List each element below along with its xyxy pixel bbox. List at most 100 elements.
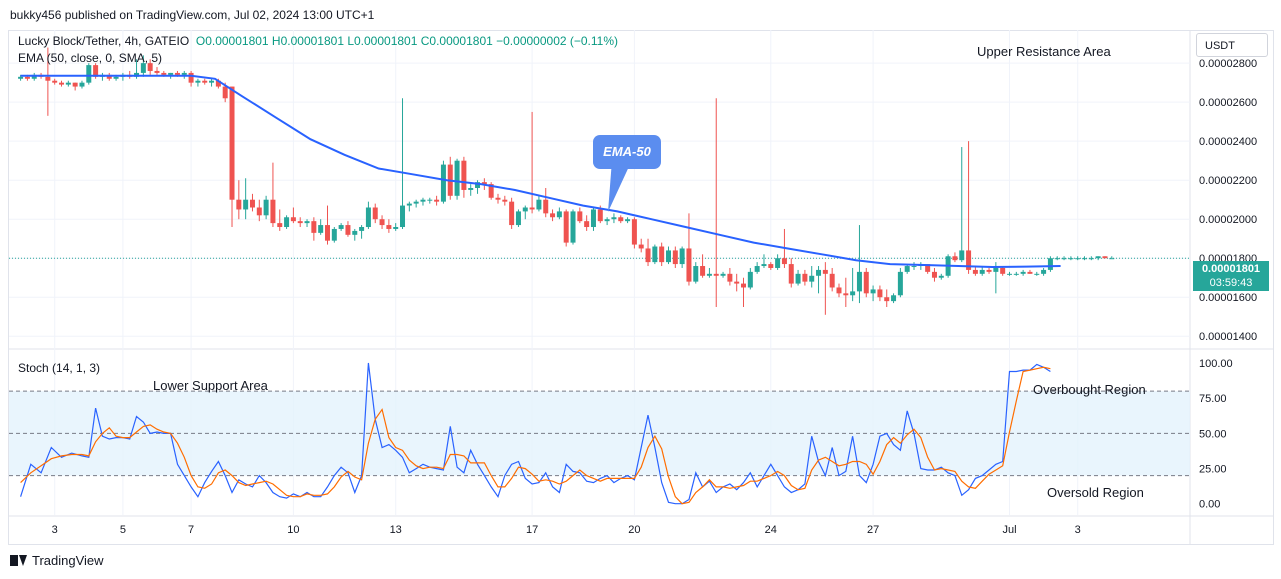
candle: [440, 160, 446, 204]
candle-body: [979, 269, 985, 274]
candle-body: [952, 256, 958, 261]
candle-body: [986, 269, 992, 272]
candle-body: [509, 201, 515, 226]
candle-body: [1082, 258, 1088, 260]
candle: [706, 267, 712, 278]
candle: [1054, 256, 1060, 261]
candle-body: [365, 207, 371, 228]
candle-body: [966, 250, 972, 270]
candle-body: [413, 201, 419, 204]
candle: [556, 207, 562, 220]
candle-body: [631, 219, 637, 245]
candle-body: [788, 264, 794, 284]
candle: [741, 277, 747, 307]
candle-body: [454, 160, 460, 196]
candle: [734, 273, 740, 292]
candle-body: [345, 225, 351, 235]
candle-body: [727, 273, 733, 282]
candle-body: [754, 266, 760, 272]
candle-body: [468, 188, 474, 190]
candle-body: [236, 199, 242, 210]
candle-body: [284, 217, 290, 228]
candle-body: [597, 209, 603, 222]
candle-body: [1088, 258, 1094, 260]
candle-body: [843, 293, 849, 296]
candle-body: [925, 264, 931, 272]
candle: [529, 111, 535, 214]
candle-body: [400, 205, 406, 228]
candle-body: [202, 80, 208, 83]
candle: [236, 180, 242, 220]
candle: [870, 285, 876, 302]
candle: [788, 258, 794, 288]
candle-body: [181, 72, 187, 75]
candle: [1020, 269, 1026, 276]
candle-body: [481, 182, 487, 185]
candle-body: [1061, 258, 1067, 260]
candle: [611, 213, 617, 224]
candle-body: [440, 164, 446, 202]
candle-body: [1013, 273, 1019, 275]
candle-body: [147, 63, 153, 71]
candle: [1027, 269, 1033, 274]
candle: [884, 289, 890, 307]
candle: [522, 205, 528, 220]
candle-body: [856, 271, 862, 292]
candle: [45, 47, 51, 116]
candle: [850, 267, 856, 302]
candle-body: [931, 271, 937, 278]
candle-body: [611, 217, 617, 220]
price-tick-label: 0.00002400: [1199, 136, 1257, 148]
candle-body: [174, 72, 180, 75]
candle: [447, 156, 453, 200]
candle-body: [529, 207, 535, 210]
candle-body: [884, 297, 890, 302]
candle-body: [720, 273, 726, 276]
candle-body: [659, 246, 665, 263]
candle: [188, 70, 194, 87]
candle: [550, 209, 556, 222]
candle-body: [734, 281, 740, 284]
candle: [536, 195, 542, 212]
candle: [413, 199, 419, 208]
candle: [1034, 271, 1040, 276]
candle: [836, 283, 842, 298]
legend-ema: EMA (50, close, 0, SMA, 5): [18, 51, 162, 65]
candle-body: [45, 76, 51, 81]
candle-body: [297, 221, 303, 224]
candle-body: [209, 80, 215, 83]
candle: [263, 195, 269, 220]
candle: [727, 267, 733, 286]
candle: [1006, 271, 1012, 276]
candle-body: [679, 248, 685, 265]
candle-body: [222, 86, 228, 99]
candle-body: [993, 267, 999, 272]
candle: [713, 98, 719, 307]
candle: [147, 59, 153, 75]
candle-body: [475, 182, 481, 188]
candle: [563, 209, 569, 247]
stoch-tick-label: 50.00: [1199, 428, 1227, 440]
bar-countdown: 03:59:43: [1209, 277, 1253, 289]
candle-body: [277, 223, 283, 228]
candle-body: [338, 225, 344, 229]
time-tick-label: 7: [188, 524, 194, 536]
candle-body: [1054, 258, 1060, 260]
time-tick-label: 5: [120, 524, 126, 536]
candle: [406, 201, 412, 212]
candle: [502, 195, 508, 206]
candle-body: [1102, 256, 1108, 259]
candle-body: [352, 230, 358, 235]
chart-frame[interactable]: [8, 30, 1274, 545]
candle: [972, 266, 978, 276]
stoch-band-layer: [9, 390, 1190, 477]
candle: [284, 215, 290, 229]
currency-selector[interactable]: USDT: [1196, 33, 1268, 57]
candle-body: [1075, 258, 1081, 260]
candle: [959, 147, 965, 263]
candle: [154, 67, 160, 75]
candle: [243, 178, 249, 220]
candle: [352, 228, 358, 241]
candle: [65, 80, 71, 87]
